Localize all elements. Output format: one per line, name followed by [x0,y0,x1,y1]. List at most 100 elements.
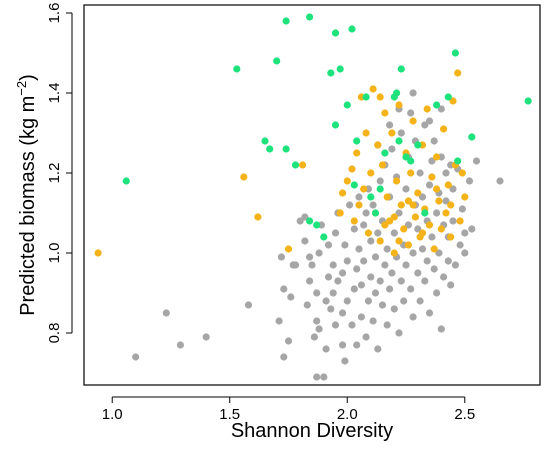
data-point-gray [176,341,184,349]
data-point-orange [360,185,368,193]
data-point-gray [367,237,375,245]
data-point-orange [390,213,398,221]
data-point-gray [320,373,328,381]
x-tick-label: 1.5 [219,406,240,423]
data-point-gray [341,357,349,365]
data-point-gray [433,289,441,297]
data-point-green [414,141,422,149]
data-point-green [395,137,403,145]
data-point-orange [433,185,441,193]
data-point-green [421,209,429,217]
data-point-green [320,233,328,241]
data-point-green [273,57,281,65]
data-point-orange [284,245,293,253]
data-point-gray [447,281,455,289]
data-point-gray [364,297,372,305]
data-point-orange [369,85,377,93]
data-point-gray [329,261,337,269]
data-point-gray [440,273,448,281]
data-point-gray [374,345,382,353]
data-point-gray [353,265,361,273]
y-tick-label: 1.2 [46,163,63,184]
data-point-green [524,97,532,105]
data-point-green [233,65,241,73]
data-point-gray [306,277,314,285]
data-point-gray [430,137,438,145]
data-point-gray [442,169,450,177]
data-point-gray [355,245,363,253]
data-point-gray [383,245,391,253]
data-point-orange [378,161,387,169]
data-point-gray [360,221,368,229]
data-point-green [348,25,356,33]
data-point-orange [383,193,391,201]
data-point-green [306,13,314,21]
data-point-gray [383,321,391,329]
data-point-gray [386,121,394,129]
data-point-orange [364,229,372,237]
data-point-orange [418,229,427,237]
data-point-green [327,69,335,77]
data-point-orange [458,169,466,177]
data-point-orange [376,237,384,245]
data-point-green [362,93,370,101]
data-point-orange [442,209,450,217]
data-point-gray [421,121,429,129]
data-point-gray [451,261,459,269]
data-point-gray [449,217,457,225]
data-point-gray [461,249,469,257]
data-point-green [336,65,344,73]
data-point-green [291,161,300,169]
data-point-orange [386,217,394,225]
data-point-gray [313,317,321,325]
data-point-orange [430,245,438,253]
y-axis-title: Predicted biomass (kg m−2) [14,74,39,316]
data-point-orange [404,197,412,205]
data-point-gray [461,229,469,237]
data-point-gray [348,321,356,329]
data-point-gray [339,341,347,349]
data-point-gray [428,233,436,241]
x-axis: 1.0 1.5 2.0 2.5 [102,396,475,423]
data-point-gray [329,289,337,297]
data-point-gray [310,333,318,341]
data-point-gray [390,305,398,313]
data-point-gray [296,217,304,225]
data-point-orange [362,129,370,137]
data-point-gray [357,281,365,289]
data-point-orange [350,217,358,225]
data-point-gray [327,305,335,313]
data-point-gray [346,201,354,209]
data-point-green [266,145,274,153]
data-point-gray [416,297,424,305]
data-point-orange [411,213,419,221]
data-point-green [381,149,389,157]
data-point-gray [280,353,288,361]
data-point-gray [341,241,349,249]
data-point-green [331,121,340,129]
data-point-orange [456,217,464,225]
y-axis: 0.8 1.0 1.2 1.4 1.6 [46,3,73,343]
data-point-gray [468,225,476,233]
data-point-gray [425,309,434,317]
data-point-green [306,217,314,225]
data-point-green [393,89,401,97]
data-point-orange [376,93,384,101]
x-tick-label: 2.0 [337,406,358,423]
y-axis-title-superscript: −2 [14,81,29,96]
data-point-gray [313,373,321,381]
data-point-green [397,65,405,73]
data-point-gray [442,197,450,205]
data-point-green [350,181,358,189]
data-point-green [353,137,361,145]
data-point-gray [291,261,300,269]
data-point-gray [350,225,358,233]
data-point-orange [447,201,455,209]
data-point-orange [428,173,436,181]
data-point-green [468,133,476,141]
data-point-gray [418,245,427,253]
data-point-gray [301,237,309,245]
points-layer [94,13,532,381]
